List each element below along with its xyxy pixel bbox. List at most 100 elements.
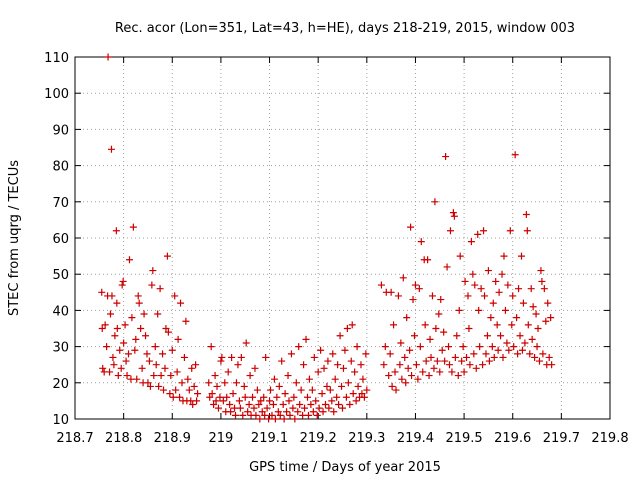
data-point bbox=[500, 252, 508, 260]
data-point bbox=[534, 325, 542, 332]
data-point bbox=[208, 390, 216, 398]
data-point bbox=[120, 339, 128, 347]
data-point bbox=[314, 368, 322, 376]
data-point bbox=[244, 408, 252, 416]
data-point bbox=[343, 325, 351, 332]
data-point bbox=[516, 332, 524, 340]
data-point bbox=[210, 401, 218, 409]
data-point bbox=[424, 256, 432, 264]
data-point bbox=[98, 288, 106, 296]
data-point bbox=[133, 375, 141, 383]
data-point bbox=[232, 411, 239, 419]
data-point bbox=[286, 411, 294, 419]
data-point bbox=[235, 397, 243, 405]
data-point bbox=[324, 357, 332, 365]
data-point bbox=[433, 357, 441, 365]
data-point bbox=[476, 343, 484, 351]
x-tick-label: 219.8 bbox=[591, 431, 628, 446]
data-point bbox=[528, 335, 536, 343]
data-point bbox=[443, 263, 451, 271]
data-point bbox=[299, 411, 307, 419]
data-point bbox=[229, 390, 237, 398]
data-point bbox=[428, 292, 436, 300]
data-point bbox=[271, 415, 279, 423]
data-point bbox=[206, 393, 214, 401]
data-point bbox=[266, 397, 274, 405]
data-point bbox=[333, 393, 341, 401]
data-point bbox=[501, 306, 509, 314]
data-point bbox=[390, 321, 398, 329]
data-point bbox=[359, 375, 367, 383]
data-point bbox=[103, 343, 111, 351]
data-point bbox=[392, 386, 400, 394]
data-point bbox=[263, 404, 271, 412]
data-point bbox=[231, 404, 239, 412]
data-point bbox=[276, 411, 284, 419]
data-point bbox=[187, 397, 195, 405]
data-point bbox=[522, 210, 530, 218]
data-point bbox=[303, 393, 311, 401]
data-point bbox=[503, 339, 511, 347]
data-point bbox=[157, 372, 165, 380]
data-point bbox=[134, 292, 142, 300]
data-point bbox=[464, 292, 472, 300]
data-point bbox=[163, 252, 171, 260]
data-point bbox=[388, 382, 396, 390]
data-point bbox=[294, 408, 302, 416]
data-point bbox=[330, 408, 338, 416]
data-point bbox=[174, 335, 182, 343]
data-point bbox=[480, 227, 488, 235]
x-tick-label: 219.6 bbox=[494, 431, 531, 446]
data-point bbox=[342, 393, 350, 401]
data-point bbox=[403, 314, 411, 322]
data-point bbox=[524, 321, 532, 329]
data-point bbox=[178, 379, 186, 387]
data-point bbox=[349, 390, 357, 398]
data-point bbox=[278, 357, 286, 365]
data-point bbox=[116, 346, 124, 354]
data-point bbox=[504, 281, 512, 289]
data-point bbox=[358, 390, 366, 398]
data-point bbox=[347, 357, 355, 365]
x-tick-label: 218.8 bbox=[105, 431, 142, 446]
x-tick-label: 219.1 bbox=[251, 431, 288, 446]
data-point bbox=[360, 393, 368, 401]
data-point bbox=[397, 339, 405, 347]
x-tick-label: 219 bbox=[208, 431, 233, 446]
x-tick-label: 219.4 bbox=[397, 431, 434, 446]
data-point bbox=[519, 299, 527, 307]
data-point bbox=[255, 401, 263, 409]
data-point bbox=[526, 350, 534, 358]
data-point bbox=[302, 335, 310, 343]
data-point bbox=[346, 401, 354, 409]
data-point bbox=[320, 364, 328, 372]
data-point bbox=[154, 310, 162, 318]
data-point bbox=[296, 401, 304, 409]
data-point bbox=[485, 357, 493, 365]
data-point bbox=[505, 346, 513, 354]
data-point bbox=[438, 346, 446, 354]
y-tick-label: 100 bbox=[44, 87, 69, 102]
data-point bbox=[138, 364, 146, 372]
data-point bbox=[329, 350, 337, 358]
y-tick-label: 20 bbox=[52, 377, 69, 392]
data-point bbox=[344, 379, 352, 387]
data-point bbox=[458, 357, 466, 365]
data-point bbox=[135, 299, 143, 307]
data-point bbox=[223, 393, 231, 401]
data-point bbox=[177, 299, 185, 307]
data-point bbox=[493, 321, 501, 329]
data-point bbox=[192, 361, 200, 369]
data-point bbox=[339, 364, 347, 372]
data-point bbox=[169, 393, 177, 401]
data-point bbox=[212, 397, 220, 405]
data-point bbox=[216, 393, 224, 401]
data-point bbox=[214, 404, 222, 412]
data-point bbox=[477, 285, 485, 293]
data-point bbox=[328, 397, 336, 405]
data-point bbox=[362, 350, 370, 358]
data-point bbox=[176, 393, 184, 401]
data-point bbox=[308, 386, 316, 394]
x-tick-labels: 218.7 218.8 218.9 219 219.1 219.2 219.3 219.4 21… bbox=[56, 431, 628, 446]
data-point bbox=[510, 343, 518, 351]
